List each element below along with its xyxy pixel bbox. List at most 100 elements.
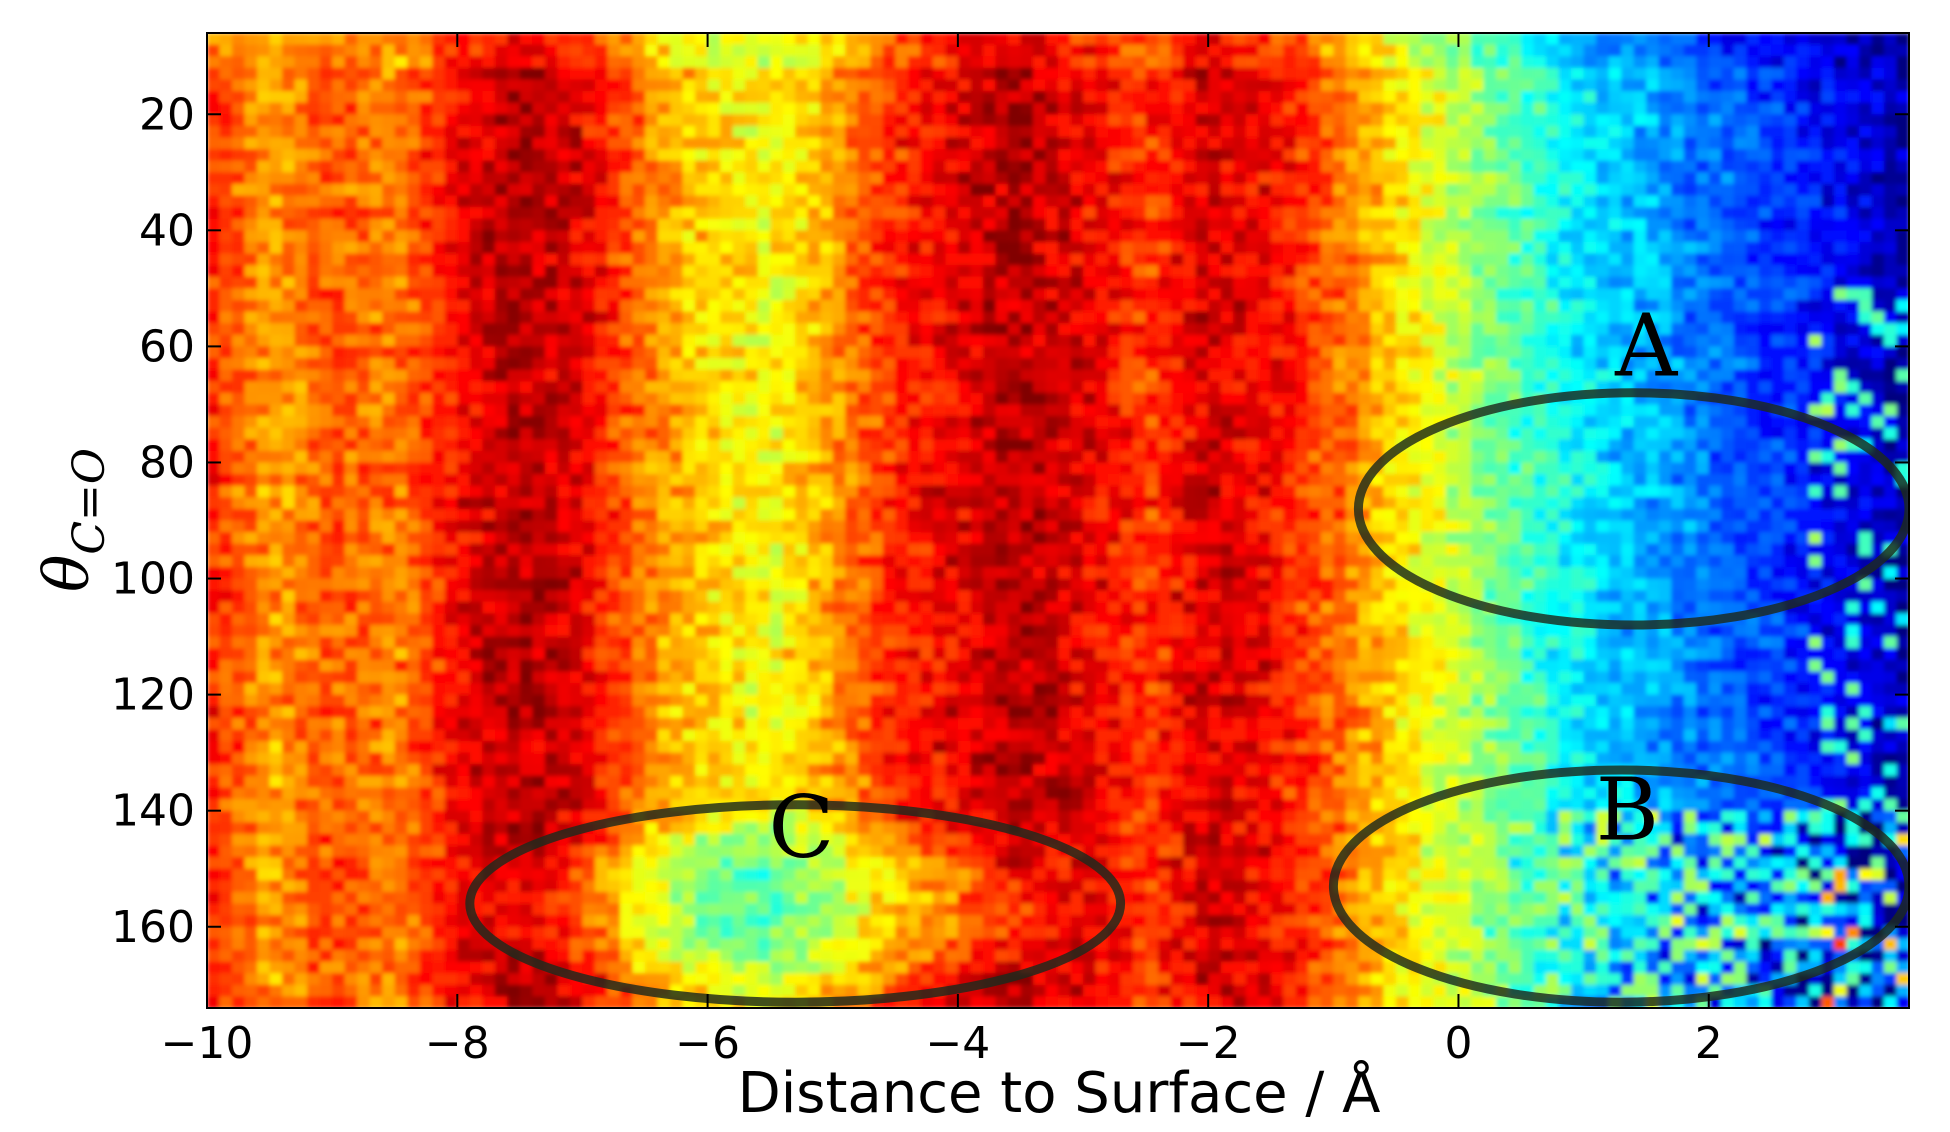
heatmap-cell [1295,253,1310,266]
heatmap-cell [482,450,496,464]
heatmap-cell [895,137,909,150]
heatmap-cell [845,404,859,417]
heatmap-cell [1333,79,1347,92]
heatmap-cell [1470,311,1485,324]
heatmap-cell [1646,91,1660,104]
heatmap-cell [1445,369,1460,383]
heatmap-cell [982,67,997,81]
heatmap-cell [594,253,609,266]
heatmap-cell [1258,358,1272,371]
heatmap-cell [882,358,897,371]
heatmap-cell [982,183,997,197]
heatmap-cell [1170,311,1184,324]
heatmap-cell [444,427,459,441]
heatmap-cell [1295,276,1310,290]
heatmap-cell [1646,323,1660,336]
heatmap-cell [1095,358,1109,371]
heatmap-cell [732,358,746,371]
heatmap-cell [1846,288,1860,301]
heatmap-cell [632,404,646,417]
heatmap-cell [544,149,559,162]
heatmap-cell [807,311,822,324]
heatmap-cell [1821,323,1835,336]
heatmap-cell [657,299,671,313]
heatmap-cell [1896,241,1909,255]
heatmap-cell [1683,44,1698,58]
heatmap-cell [820,392,834,406]
heatmap-cell [1496,195,1510,208]
heatmap-cell [1508,149,1522,162]
heatmap-cell [795,381,809,394]
heatmap-cell [1546,334,1560,348]
heatmap-cell [1108,241,1122,255]
heatmap-cell [394,404,409,417]
heatmap-cell [1195,288,1209,301]
heatmap-cell [294,125,308,139]
heatmap-cell [1345,276,1360,290]
heatmap-cell [344,323,358,336]
heatmap-cell [932,450,947,464]
heatmap-cell [1671,299,1685,313]
heatmap-cell [294,33,308,46]
heatmap-cell [619,404,634,417]
heatmap-cell [1195,392,1209,406]
heatmap-cell [1546,183,1560,197]
heatmap-cell [1533,125,1547,139]
heatmap-cell [282,195,296,208]
heatmap-cell [569,439,584,452]
heatmap-cell [1783,207,1798,220]
heatmap-cell [1708,427,1723,441]
heatmap-cell [357,218,371,232]
heatmap-cell [757,253,771,266]
heatmap-cell [1158,160,1172,174]
heatmap-cell [1758,253,1773,266]
heatmap-cell [1170,427,1184,441]
heatmap-cell [482,33,496,46]
heatmap-cell [307,79,321,92]
heatmap-cell [995,381,1009,394]
heatmap-cell [1345,207,1360,220]
heatmap-cell [232,416,246,429]
heatmap-cell [1733,334,1748,348]
heatmap-cell [1783,114,1798,127]
heatmap-cell [307,56,321,69]
heatmap-cell [1758,160,1773,174]
heatmap-cell [1758,44,1773,58]
heatmap-cell [1746,91,1760,104]
heatmap-cell [1345,392,1360,406]
heatmap-cell [232,392,246,406]
heatmap-cell [1258,439,1272,452]
heatmap-cell [657,218,671,232]
heatmap-cell [895,323,909,336]
heatmap-cell [920,218,934,232]
heatmap-cell [1596,427,1610,441]
heatmap-cell [645,114,659,127]
heatmap-cell [1308,218,1322,232]
heatmap-cell [745,439,759,452]
heatmap-cell [782,91,796,104]
heatmap-cell [1683,137,1698,150]
heatmap-cell [357,346,371,359]
heatmap-cell [1608,149,1622,162]
heatmap-cell [1858,102,1873,116]
heatmap-cell [1320,381,1335,394]
heatmap-cell [532,172,546,185]
heatmap-cell [732,56,746,69]
heatmap-cell [1020,79,1034,92]
heatmap-cell [294,381,308,394]
heatmap-cell [1771,183,1785,197]
heatmap-cell [607,56,621,69]
heatmap-cell [1158,381,1172,394]
heatmap-cell [1708,358,1723,371]
heatmap-cell [1420,439,1435,452]
heatmap-cell [1345,102,1360,116]
heatmap-cell [394,137,409,150]
heatmap-cell [795,265,809,278]
heatmap-cell [1058,195,1072,208]
heatmap-cell [519,450,534,464]
heatmap-cell [770,358,784,371]
heatmap-cell [1333,253,1347,266]
heatmap-cell [357,369,371,383]
heatmap-cell [1746,381,1760,394]
heatmap-cell [1020,230,1034,243]
